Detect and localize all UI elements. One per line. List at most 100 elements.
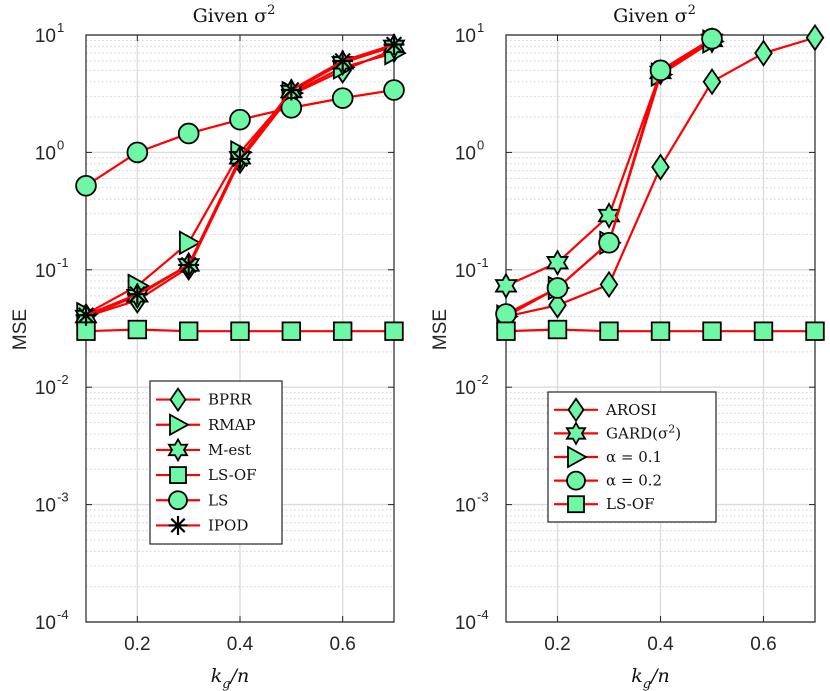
legend-marker-circle bbox=[168, 490, 188, 511]
y-tick-exponent: 1 bbox=[477, 20, 484, 35]
legend-marker-asterisk bbox=[168, 515, 188, 535]
data-point-diamond bbox=[805, 23, 825, 52]
data-point-asterisk bbox=[126, 283, 148, 305]
legend-label: M-est bbox=[208, 441, 251, 459]
legend-entry: BPRR bbox=[156, 386, 252, 413]
legend-entry: LS-OF bbox=[554, 495, 655, 513]
y-tick-base: 10 bbox=[455, 496, 476, 517]
legend-label: α = 0.1 bbox=[606, 448, 662, 466]
legend-entry: GARD(σ2) bbox=[554, 421, 681, 446]
data-point-asterisk bbox=[229, 148, 251, 170]
data-point-square bbox=[332, 321, 353, 341]
data-point-circle bbox=[546, 277, 569, 299]
data-point-square bbox=[753, 321, 774, 341]
data-point-circle bbox=[229, 108, 251, 131]
legend-label: GARD(σ2) bbox=[606, 422, 681, 442]
y-tick-exponent: -1 bbox=[477, 255, 489, 270]
y-tick-exponent: -4 bbox=[57, 607, 69, 622]
legend-label: α = 0.2 bbox=[606, 472, 662, 490]
legend-marker-triangle-right bbox=[169, 413, 190, 437]
legend-entry: LS-OF bbox=[156, 466, 257, 484]
y-tick-exponent: -2 bbox=[57, 372, 69, 387]
y-tick-exponent: -1 bbox=[57, 255, 69, 270]
y-tick-base: 10 bbox=[455, 613, 476, 634]
legend-marker-hexagram bbox=[167, 437, 189, 463]
data-point-asterisk bbox=[75, 304, 97, 326]
y-tick-base: 10 bbox=[455, 143, 476, 164]
data-point-circle bbox=[598, 231, 620, 254]
y-tick-label: 10 -3 bbox=[455, 490, 489, 517]
legend-entry: LS bbox=[156, 490, 228, 511]
x-tick-label: 0.2 bbox=[544, 634, 570, 655]
x-axis-label: kg/n bbox=[211, 665, 249, 691]
data-point-diamond bbox=[754, 39, 773, 67]
tick-marks bbox=[86, 34, 394, 623]
legend-label: AROSI bbox=[605, 401, 657, 419]
legend-entry: RMAP bbox=[156, 413, 256, 437]
data-point-square bbox=[496, 321, 516, 341]
legend-entry: IPOD bbox=[156, 515, 248, 535]
y-tick-label: 10 -3 bbox=[35, 490, 69, 517]
y-tick-label: 10 -4 bbox=[35, 607, 69, 634]
y-tick-base: 10 bbox=[35, 26, 56, 47]
y-tick-exponent: 0 bbox=[57, 137, 64, 152]
y-tick-label: 10 -1 bbox=[35, 255, 69, 282]
data-point-circle bbox=[701, 27, 723, 50]
y-tick-exponent: -4 bbox=[477, 607, 489, 622]
data-point-circle bbox=[126, 141, 149, 164]
chart-title: Given σ2 bbox=[613, 3, 696, 27]
legend-label: LS-OF bbox=[606, 495, 655, 513]
data-point-square bbox=[281, 321, 302, 341]
data-point-square bbox=[599, 321, 619, 341]
x-tick-label: 0.4 bbox=[647, 634, 674, 655]
data-point-square bbox=[805, 321, 825, 341]
y-tick-exponent: 1 bbox=[57, 20, 64, 35]
data-point-diamond bbox=[651, 153, 670, 181]
y-tick-exponent: -2 bbox=[477, 372, 489, 387]
y-tick-base: 10 bbox=[35, 496, 56, 517]
legend-marker-triangle-right bbox=[567, 445, 588, 469]
data-point-circle bbox=[649, 59, 672, 82]
series-circle bbox=[495, 27, 723, 325]
legend-label: LS-OF bbox=[208, 466, 257, 484]
legend-label: IPOD bbox=[208, 516, 248, 534]
data-point-circle bbox=[75, 174, 97, 197]
x-tick-label: 0.6 bbox=[750, 634, 776, 655]
y-tick-base: 10 bbox=[35, 143, 56, 164]
y-tick-label: 10 -1 bbox=[455, 255, 489, 282]
y-tick-base: 10 bbox=[455, 378, 476, 399]
legend-entry: M-est bbox=[156, 437, 251, 463]
y-tick-exponent: 0 bbox=[477, 137, 484, 152]
data-point-circle bbox=[331, 87, 354, 109]
y-tick-base: 10 bbox=[455, 261, 476, 282]
data-point-circle bbox=[177, 122, 200, 145]
y-tick-label: 10 0 bbox=[35, 137, 64, 164]
y-tick-base: 10 bbox=[455, 26, 476, 47]
legend-marker-diamond bbox=[169, 386, 187, 413]
legend-label: LS bbox=[208, 491, 228, 509]
data-point-square bbox=[650, 321, 671, 341]
data-point-square bbox=[127, 319, 148, 340]
series-circle bbox=[75, 79, 405, 197]
data-point-circle bbox=[383, 79, 405, 101]
y-tick-label: 10 -4 bbox=[455, 607, 489, 634]
series-square bbox=[496, 319, 825, 341]
y-tick-label: 10 1 bbox=[455, 20, 484, 47]
y-tick-exponent: -3 bbox=[57, 490, 69, 505]
data-point-asterisk bbox=[332, 50, 354, 72]
series-asterisk bbox=[75, 34, 405, 326]
data-point-square bbox=[547, 319, 568, 340]
legend: BPRR RMAP M-est LS-OF LS IPOD bbox=[149, 380, 283, 545]
data-point-square bbox=[384, 321, 404, 341]
y-tick-label: 10 1 bbox=[35, 20, 64, 47]
data-point-asterisk bbox=[178, 254, 200, 276]
legend-entry: α = 0.1 bbox=[554, 445, 662, 469]
y-tick-label: 10 -2 bbox=[35, 372, 69, 399]
legend-label: BPRR bbox=[208, 391, 252, 409]
legend-marker-diamond bbox=[567, 397, 585, 423]
y-tick-label: 10 0 bbox=[455, 137, 484, 164]
y-axis-label: MSE bbox=[10, 309, 31, 350]
data-point-hexagram bbox=[545, 249, 570, 277]
